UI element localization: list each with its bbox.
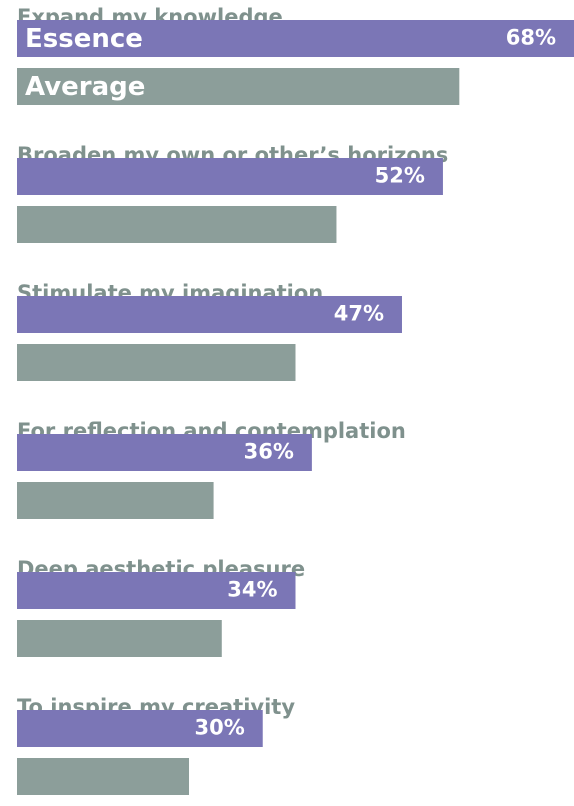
series-name: Average — [25, 72, 145, 102]
bar — [17, 620, 222, 657]
value-label: 34% — [227, 578, 277, 602]
bar — [17, 572, 296, 609]
bar — [17, 344, 296, 381]
bar — [17, 758, 190, 795]
bar — [17, 482, 214, 519]
bar — [17, 434, 312, 471]
value-label: 36% — [244, 440, 294, 464]
value-label: 52% — [375, 164, 425, 188]
bar — [17, 20, 574, 57]
value-label: 68% — [506, 26, 556, 50]
value-label: 30% — [194, 716, 244, 740]
bar — [17, 68, 460, 105]
bar — [17, 710, 263, 747]
series-name: Essence — [25, 24, 143, 54]
bar — [17, 296, 402, 333]
value-label: 47% — [334, 302, 384, 326]
bar — [17, 206, 337, 243]
bar — [17, 158, 443, 195]
